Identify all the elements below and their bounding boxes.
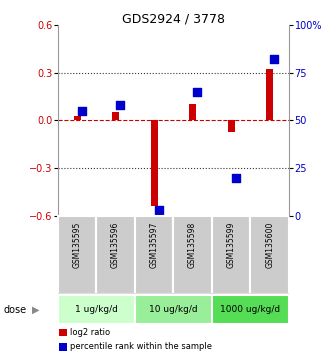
Bar	[151, 120, 158, 206]
Text: GSM135595: GSM135595	[73, 221, 82, 268]
Text: 1 ug/kg/d: 1 ug/kg/d	[75, 304, 118, 314]
Bar	[58, 216, 96, 294]
Bar	[58, 295, 135, 324]
Bar	[59, 329, 67, 336]
Text: GSM135596: GSM135596	[111, 221, 120, 268]
Point	[79, 108, 84, 114]
Bar	[96, 216, 135, 294]
Text: percentile rank within the sample: percentile rank within the sample	[71, 342, 213, 351]
Bar	[135, 216, 173, 294]
Bar	[112, 113, 119, 120]
Bar	[189, 104, 196, 120]
Bar	[173, 216, 212, 294]
Text: ▶: ▶	[32, 305, 39, 315]
Text: GSM135600: GSM135600	[265, 221, 274, 268]
Text: GSM135599: GSM135599	[227, 221, 236, 268]
Text: GSM135597: GSM135597	[150, 221, 159, 268]
Point	[233, 175, 239, 181]
Text: GDS2924 / 3778: GDS2924 / 3778	[122, 12, 225, 25]
Text: GSM135598: GSM135598	[188, 221, 197, 268]
Bar	[74, 115, 81, 120]
Point	[195, 89, 200, 95]
Bar	[212, 295, 289, 324]
Text: log2 ratio: log2 ratio	[71, 328, 111, 337]
Bar	[250, 216, 289, 294]
Bar	[228, 120, 235, 131]
Point	[272, 56, 277, 62]
Text: 10 ug/kg/d: 10 ug/kg/d	[149, 304, 198, 314]
Bar	[135, 295, 212, 324]
Point	[118, 102, 123, 108]
Text: 1000 ug/kg/d: 1000 ug/kg/d	[220, 304, 281, 314]
Bar	[266, 69, 273, 120]
Text: dose: dose	[3, 305, 26, 315]
Bar	[59, 343, 67, 350]
Point	[156, 207, 161, 213]
Bar	[212, 216, 250, 294]
